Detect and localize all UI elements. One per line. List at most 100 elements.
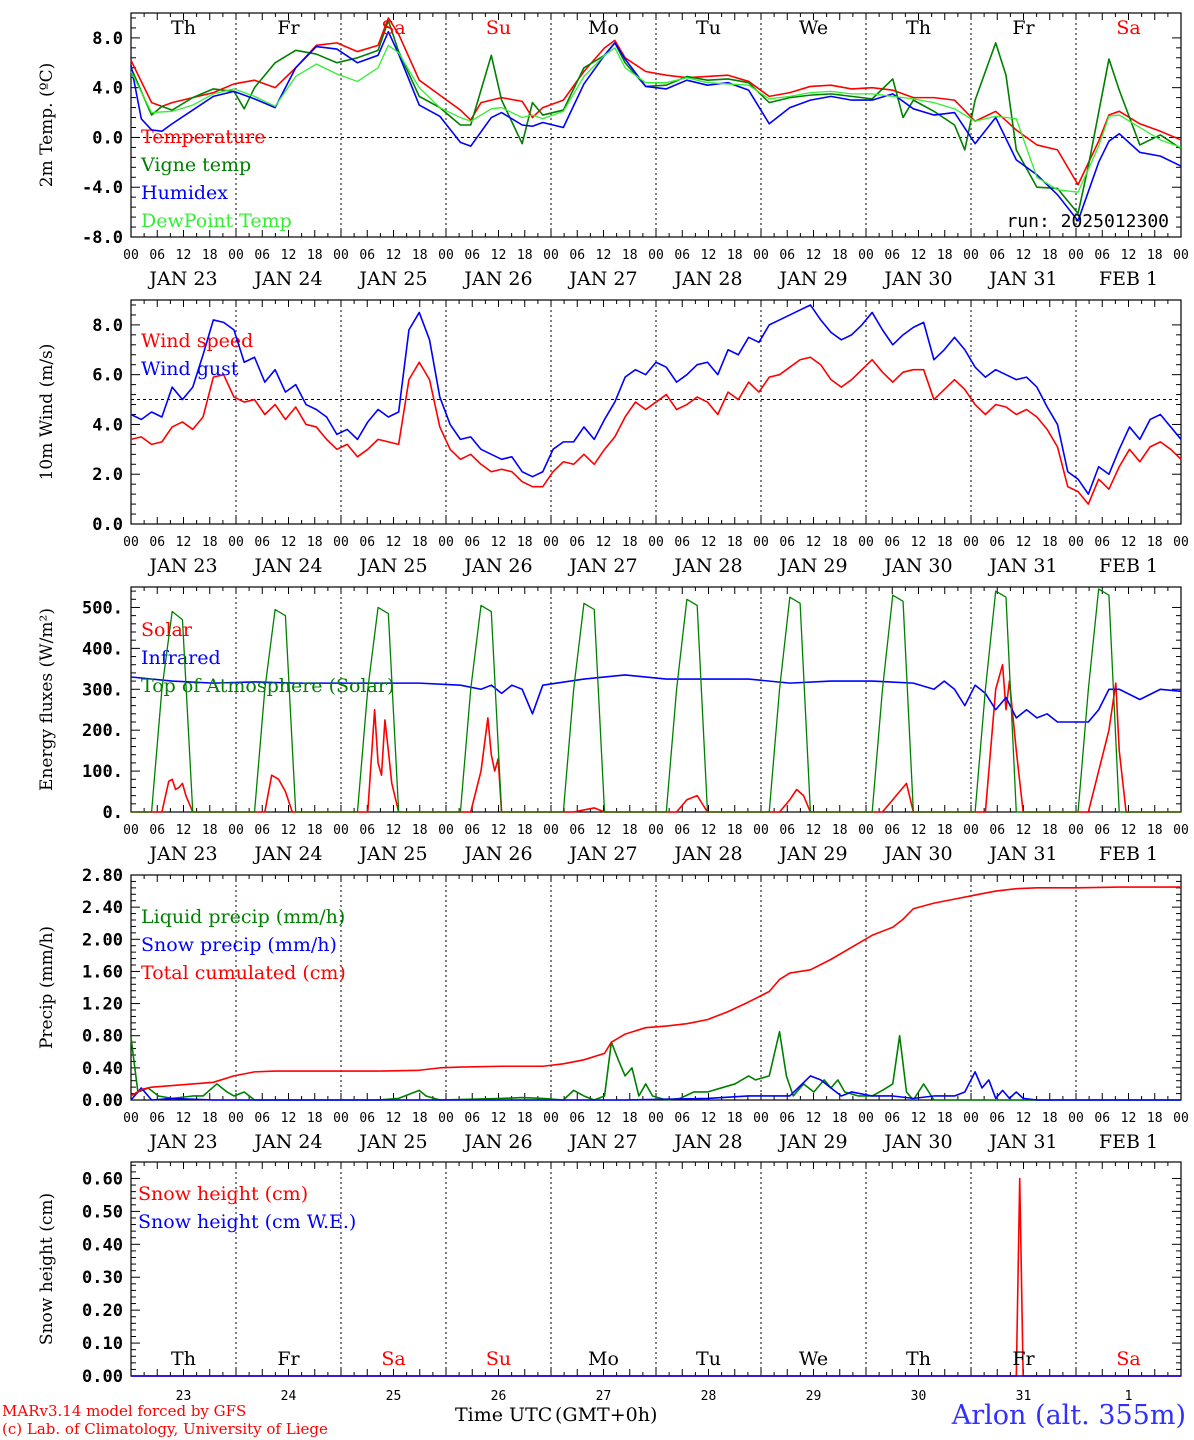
hour-tick-label: 18 (307, 1111, 323, 1126)
hour-tick-label: 00 (963, 823, 979, 838)
hour-tick-label: 12 (806, 248, 822, 263)
hour-tick-label: 06 (359, 535, 375, 550)
hour-tick-label: 18 (1147, 248, 1163, 263)
y-tick-label: 4.0 (92, 415, 123, 435)
day-name: Sa (1116, 17, 1140, 39)
credit-lab: (c) Lab. of Climatology, University of L… (2, 1420, 328, 1438)
y-axis-label: Precip (mm/h) (37, 926, 57, 1049)
hour-tick-label: 00 (648, 823, 664, 838)
y-tick-label: 0.0 (92, 515, 123, 535)
hour-tick-label: 06 (989, 535, 1005, 550)
day-name: We (799, 17, 828, 39)
hour-tick-label: 00 (1068, 823, 1084, 838)
y-tick-label: -8.0 (82, 228, 123, 248)
panel-1: 0.0 2.0 4.0 6.0 8.0 10m Wind (m/s) Wind speed W… (37, 299, 1189, 577)
date-label: JAN 26 (462, 1131, 532, 1153)
y-tick-label: 2.40 (82, 898, 123, 918)
hour-tick-label: 18 (622, 535, 638, 550)
date-label: FEB 1 (1099, 555, 1158, 577)
hour-tick-label: 00 (438, 1111, 454, 1126)
hour-tick-label: 06 (254, 1111, 270, 1126)
y-tick-label: 100. (82, 762, 123, 782)
time-axis-label: Time UTC (455, 1404, 553, 1426)
day-name: Sa (381, 1348, 405, 1370)
hour-tick-label: 00 (438, 535, 454, 550)
y-axis-label: 10m Wind (m/s) (37, 344, 57, 481)
panel-2: 0. 100. 200. 300. 400. 500. Energy fluxes (W/m… (37, 586, 1189, 865)
date-label: JAN 28 (672, 555, 742, 577)
legend-entry: Infrared (141, 647, 221, 669)
y-tick-label: 8.0 (92, 29, 123, 49)
date-label: JAN 27 (567, 1131, 637, 1153)
hour-tick-label: 12 (1016, 248, 1032, 263)
y-tick-label: 200. (82, 721, 123, 741)
date-label: JAN 29 (777, 268, 847, 290)
y-tick-label: 6.0 (92, 366, 123, 386)
hour-tick-label: 00 (438, 823, 454, 838)
legend-entry: Humidex (141, 182, 228, 204)
hour-tick-label: 18 (307, 248, 323, 263)
hour-tick-label: 06 (884, 535, 900, 550)
hour-tick-label: 00 (333, 1111, 349, 1126)
hour-tick-label: 18 (832, 1111, 848, 1126)
hour-tick-label: 00 (963, 535, 979, 550)
legend-entry: Top of Atmosphere (Solar) (141, 675, 394, 697)
legend-entry: Total cumulated (cm) (141, 962, 346, 984)
hour-tick-label: 12 (491, 535, 507, 550)
y-tick-label: 1.60 (82, 962, 123, 982)
day-name: Tu (696, 1348, 721, 1370)
hour-tick-label: 00 (1068, 535, 1084, 550)
legend-entry: Liquid precip (mm/h) (141, 906, 345, 928)
hour-tick-label: 06 (464, 248, 480, 263)
y-tick-label: 0.40 (82, 1059, 123, 1079)
date-label: JAN 29 (777, 555, 847, 577)
hour-tick-label: 12 (491, 823, 507, 838)
series-line-0 (130, 356, 1182, 505)
date-label: JAN 27 (567, 843, 637, 865)
hour-tick-label: 06 (674, 823, 690, 838)
day-name: Mo (588, 17, 619, 39)
legend-entry: Solar (141, 619, 193, 641)
date-label: JAN 24 (252, 843, 322, 865)
hour-tick-label: 12 (491, 1111, 507, 1126)
date-label: JAN 25 (357, 843, 427, 865)
hour-tick-label: 12 (386, 248, 402, 263)
legend-entry: Snow precip (mm/h) (141, 934, 337, 956)
hour-tick-label: 06 (989, 1111, 1005, 1126)
hour-tick-label: 18 (937, 248, 953, 263)
hour-tick-label: 12 (386, 823, 402, 838)
hour-tick-label: 12 (911, 535, 927, 550)
hour-tick-label: 00 (648, 248, 664, 263)
hour-tick-label: 06 (254, 535, 270, 550)
y-tick-label: 0.10 (82, 1334, 123, 1354)
hour-tick-label: 12 (1016, 1111, 1032, 1126)
hour-tick-label: 00 (228, 248, 244, 263)
date-number: 29 (806, 1389, 822, 1404)
panel-3: 0.00 0.40 0.80 1.20 1.60 2.00 2.40 2.80 Precip (… (37, 866, 1189, 1153)
hour-tick-label: 06 (149, 248, 165, 263)
hour-tick-label: 00 (753, 248, 769, 263)
hour-tick-label: 00 (333, 248, 349, 263)
date-number: 31 (1016, 1389, 1032, 1404)
hour-tick-label: 18 (1042, 823, 1058, 838)
hour-tick-label: 12 (806, 823, 822, 838)
hour-tick-label: 18 (832, 248, 848, 263)
hour-tick-label: 12 (596, 535, 612, 550)
hour-tick-label: 00 (858, 535, 874, 550)
hour-tick-label: 18 (412, 1111, 428, 1126)
y-tick-label: 0.40 (82, 1235, 123, 1255)
hour-tick-label: 00 (543, 535, 559, 550)
hour-tick-label: 06 (254, 823, 270, 838)
hour-tick-label: 12 (911, 823, 927, 838)
date-label: JAN 23 (147, 843, 217, 865)
hour-tick-label: 12 (596, 823, 612, 838)
day-name: Sa (1116, 1348, 1140, 1370)
date-label: FEB 1 (1099, 843, 1158, 865)
date-label: JAN 27 (567, 268, 637, 290)
hour-tick-label: 12 (911, 248, 927, 263)
hour-tick-label: 12 (176, 248, 192, 263)
hour-tick-label: 06 (674, 535, 690, 550)
hour-tick-label: 18 (727, 535, 743, 550)
hour-tick-label: 00 (228, 535, 244, 550)
hour-tick-label: 00 (858, 823, 874, 838)
